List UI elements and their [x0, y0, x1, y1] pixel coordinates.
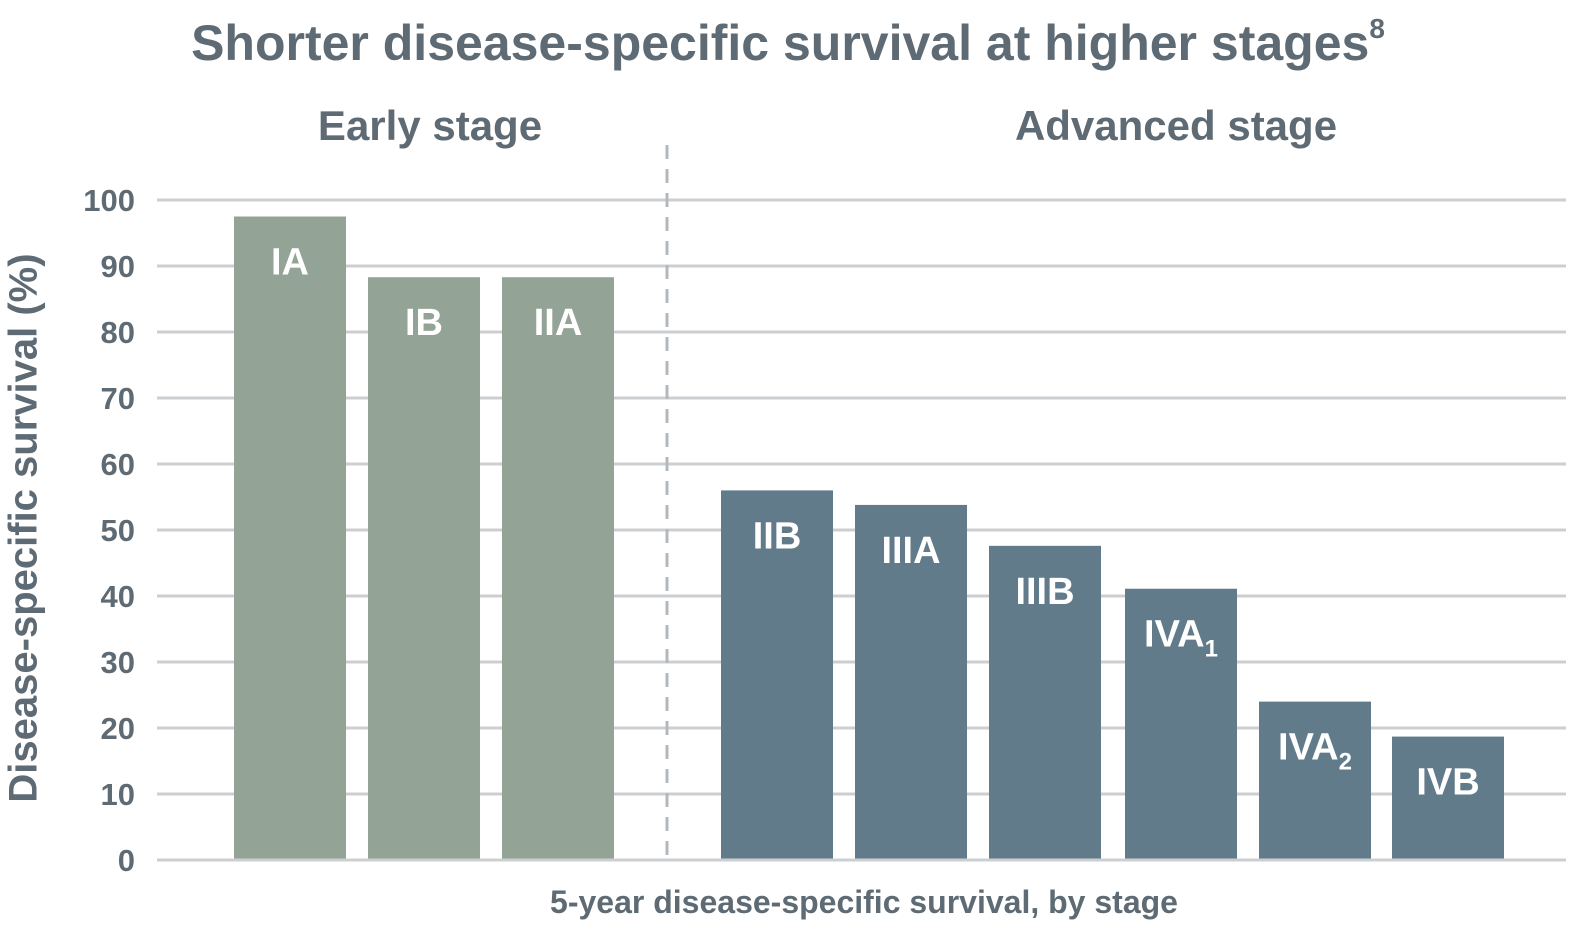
y-tick-label: 70	[101, 381, 135, 416]
bar	[855, 504, 967, 860]
bar	[721, 490, 833, 860]
bar-label-subscript: 1	[1205, 636, 1218, 663]
bar	[1125, 588, 1237, 860]
y-tick-label: 10	[101, 777, 135, 812]
bar-label: IIA	[534, 302, 583, 344]
bar	[989, 545, 1101, 860]
y-tick-label: 90	[101, 249, 135, 284]
bar-label-subscript: 2	[1339, 749, 1352, 776]
bar-label-text: IIB	[753, 515, 802, 557]
bar-label: IIIA	[881, 530, 940, 572]
bar-label-text: IIIB	[1015, 571, 1074, 613]
bar-label: IVA2	[1278, 727, 1352, 776]
bar-label: IIIB	[1015, 571, 1074, 613]
y-tick-label: 20	[101, 711, 135, 746]
y-tick-label: 100	[83, 183, 135, 218]
y-tick-label: 0	[118, 843, 135, 878]
chart-title-text: Shorter disease-specific survival at hig…	[191, 15, 1370, 71]
bar-label-text: IVB	[1416, 762, 1479, 804]
y-tick-label: 50	[101, 513, 135, 548]
bar	[1392, 736, 1504, 860]
bar	[502, 277, 614, 861]
bar	[368, 277, 480, 861]
bar-label-text: IVA	[1278, 727, 1339, 769]
bar-label: IVA1	[1144, 614, 1218, 663]
bar-label: IA	[271, 242, 309, 284]
y-tick-label: 30	[101, 645, 135, 680]
group-label-advanced: Advanced stage	[1014, 102, 1338, 149]
bar-label-text: IVA	[1144, 614, 1205, 656]
bar	[1259, 701, 1371, 860]
y-tick-label: 40	[101, 579, 135, 614]
bar-label-text: IA	[271, 242, 309, 284]
x-axis-label: 5-year disease-specific survival, by sta…	[550, 884, 1178, 920]
bar-label-text: IIA	[534, 302, 583, 344]
y-tick-label: 80	[101, 315, 135, 350]
chart-title: Shorter disease-specific survival at hig…	[0, 13, 1576, 72]
bar-label: IB	[405, 302, 443, 344]
bar	[234, 216, 346, 860]
bar-label: IVB	[1416, 762, 1479, 804]
bar-label: IIB	[753, 515, 802, 557]
y-tick-label: 60	[101, 447, 135, 482]
chart-title-superscript: 8	[1369, 13, 1385, 45]
bar-label-text: IIIA	[881, 530, 940, 572]
bar-label-text: IB	[405, 302, 443, 344]
group-label-early: Early stage	[317, 102, 543, 149]
